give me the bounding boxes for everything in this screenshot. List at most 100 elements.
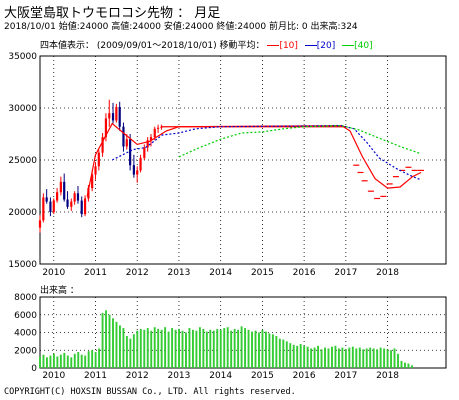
- candle-body: [111, 113, 115, 121]
- volume-bar: [407, 363, 410, 368]
- volume-y-tick-label: 2000: [14, 346, 37, 356]
- candle-body: [139, 157, 142, 171]
- volume-panel-title: 出来高 ：: [40, 286, 79, 296]
- price-x-tick-label: 2015: [251, 268, 274, 278]
- volume-bar: [393, 348, 396, 368]
- volume-bar: [174, 329, 177, 368]
- volume-bar: [70, 357, 73, 368]
- volume-y-tick-label: 0: [31, 364, 37, 374]
- volume-bar: [282, 339, 285, 368]
- volume-bar: [240, 326, 243, 368]
- volume-x-tick-label: 2010: [42, 371, 65, 381]
- candle-body: [149, 137, 153, 141]
- price-x-tick-label: 2012: [126, 268, 149, 278]
- volume-bar: [195, 330, 198, 368]
- volume-bar: [386, 349, 389, 368]
- volume-bar: [355, 348, 358, 368]
- volume-x-tick-label: 2017: [334, 371, 357, 381]
- moving-average-line: [178, 125, 422, 158]
- volume-bar: [112, 318, 114, 368]
- volume-bar: [324, 347, 326, 368]
- volume-bar: [285, 341, 288, 368]
- info-date: 2018/10/01: [4, 22, 56, 32]
- volume-bar: [358, 347, 361, 368]
- volume-bar: [178, 328, 180, 368]
- volume-bar: [400, 360, 403, 368]
- candle-body: [66, 199, 69, 207]
- price-x-tick-label: 2016: [293, 268, 316, 278]
- candle-body: [143, 147, 146, 158]
- volume-bar: [198, 327, 201, 368]
- volume-bar: [87, 351, 90, 368]
- volume-bar: [136, 330, 139, 368]
- volume-bar: [383, 348, 386, 368]
- volume-bar: [212, 330, 215, 368]
- candle-body: [97, 152, 100, 167]
- volume-bar: [125, 336, 128, 368]
- volume-bar: [351, 346, 354, 368]
- volume-bar: [153, 327, 156, 368]
- volume-bar: [129, 338, 132, 368]
- legend-ma10-line-icon: [267, 45, 280, 46]
- volume-bar: [376, 349, 379, 368]
- volume-bar: [143, 329, 146, 368]
- moving-average-line: [86, 122, 422, 197]
- volume-bar: [404, 362, 406, 368]
- candle-body: [101, 137, 104, 153]
- volume-x-tick-label: 2015: [251, 371, 274, 381]
- legend-label: 四本値表示：: [40, 41, 95, 51]
- moving-average-line: [111, 125, 422, 181]
- volume-bar: [233, 328, 236, 368]
- volume-bar: [331, 346, 333, 368]
- volume-bar: [202, 328, 205, 368]
- volume-bar: [105, 310, 107, 368]
- volume-bar: [205, 331, 208, 368]
- legend-period: (2009/09/01～2018/10/01): [96, 41, 217, 51]
- volume-bar: [160, 329, 163, 368]
- volume-x-tick-label: 2018: [376, 371, 399, 381]
- volume-bar: [91, 350, 94, 368]
- volume-bar: [226, 327, 229, 368]
- volume-bar: [42, 354, 45, 368]
- volume-bar: [188, 328, 191, 368]
- price-x-tick-label: 2014: [209, 268, 232, 278]
- volume-bar: [52, 353, 55, 368]
- volume-bar: [66, 355, 69, 368]
- candle-body: [153, 128, 156, 138]
- volume-bar: [344, 349, 347, 368]
- volume-bar: [365, 348, 368, 368]
- volume-bar: [379, 347, 382, 368]
- volume-x-tick-label: 2013: [167, 371, 190, 381]
- volume-bar: [251, 331, 253, 368]
- volume-bar: [362, 349, 365, 368]
- candle-body: [80, 200, 83, 215]
- volume-bar: [337, 348, 340, 368]
- volume-bar: [410, 365, 413, 368]
- volume-bar: [73, 353, 76, 368]
- price-x-tick-label: 2017: [334, 268, 357, 278]
- volume-y-tick-label: 6000: [14, 311, 37, 321]
- price-x-tick-label: 2010: [42, 268, 65, 278]
- price-x-tick-label: 2011: [84, 268, 107, 278]
- volume-bar: [369, 347, 372, 368]
- info-prev: 前月比: 0: [268, 22, 308, 32]
- volume-bar: [39, 356, 41, 368]
- candle-body: [94, 166, 97, 175]
- volume-bar: [341, 347, 344, 368]
- legend-ma40: [40]: [354, 41, 373, 51]
- candle-body: [45, 197, 48, 202]
- candle-body: [52, 200, 55, 212]
- price-y-tick-label: 15000: [8, 260, 37, 270]
- candle-body: [122, 126, 125, 147]
- candle-body: [63, 181, 66, 200]
- volume-bar: [181, 330, 184, 368]
- volume-bar: [219, 329, 222, 368]
- volume-bar: [397, 353, 399, 368]
- volume-bar: [63, 352, 66, 368]
- volume-bar: [303, 345, 306, 368]
- volume-bar: [45, 357, 48, 368]
- volume-plot-frame: [39, 296, 447, 369]
- volume-bar: [139, 328, 142, 368]
- copyright-notice: COPYRIGHT(C) HOXSIN BUSSAN Co., LTD. All…: [4, 387, 296, 397]
